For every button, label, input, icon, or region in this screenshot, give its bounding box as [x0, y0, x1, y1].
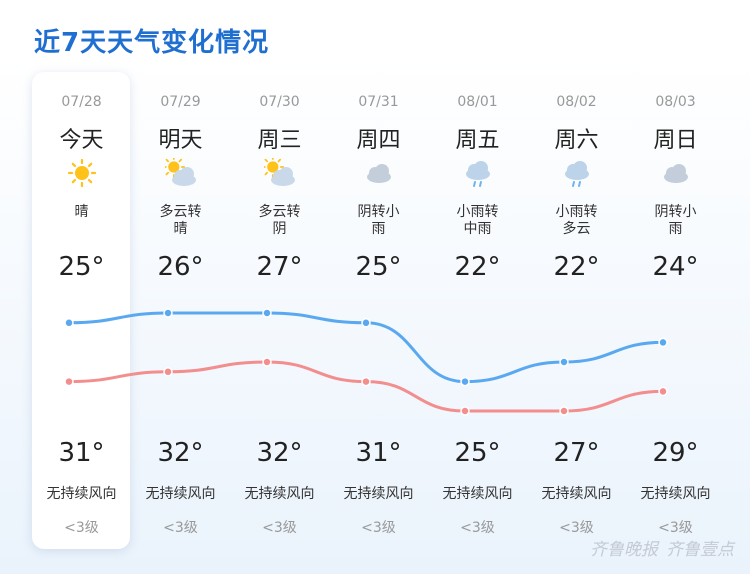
weather-description: 小雨转 中雨 [442, 204, 513, 238]
temp-high: 27° [256, 252, 303, 282]
day-column: 07/28 今天晴 25° 31° 无持续风向 <3级 [32, 72, 131, 549]
day-column: 07/31 周四阴转小雨 25° 31° 无持续风向 <3级 [329, 72, 428, 549]
day-name: 周五 [455, 128, 500, 153]
weather-description-line: 雨 [668, 221, 683, 237]
weather-description: 小雨转 多云 [541, 204, 612, 238]
day-date: 08/02 [556, 94, 597, 110]
partly-cloudy-icon [263, 158, 295, 186]
wind-level: <3级 [64, 520, 99, 536]
day-date: 08/03 [655, 94, 696, 110]
cloud-icon [663, 164, 688, 183]
wind-direction: 无持续风向 [541, 486, 612, 502]
wind-direction: 无持续风向 [442, 486, 513, 502]
day-date: 07/31 [358, 94, 399, 110]
data-point [658, 337, 668, 348]
wind-level: <3级 [559, 520, 594, 536]
weather-description-line: 阴转小 [654, 204, 697, 220]
temp-high: 22° [454, 252, 501, 282]
weather-description-line: 多云 [562, 221, 591, 237]
today-card-highlight [32, 72, 130, 549]
temp-low: 25° [454, 438, 501, 468]
day-column: 08/02 周六小雨转 多云 22° 27° 无持续风向 <3级 [527, 72, 626, 549]
wind-direction: 无持续风向 [46, 486, 117, 502]
day-name: 周日 [653, 128, 698, 153]
temp-high: 22° [553, 252, 600, 282]
day-name: 周四 [356, 128, 401, 153]
weather-description-line: 多云转 [258, 204, 301, 220]
weather-description-line: 小雨转 [456, 204, 499, 220]
day-name: 周六 [554, 128, 599, 153]
day-column: 07/29 明天多云转晴 26° 32° 无持续风向 <3级 [131, 72, 230, 549]
temp-low: 31° [58, 438, 105, 468]
wind-direction: 无持续风向 [343, 486, 414, 502]
temp-low: 29° [652, 438, 699, 468]
data-point [64, 376, 74, 387]
weather-description-line: 多云转 [159, 204, 202, 220]
weather-description: 晴 [46, 204, 117, 221]
data-point [361, 376, 371, 387]
data-point [460, 376, 470, 387]
data-point [262, 308, 272, 318]
data-point [658, 386, 668, 397]
day-date: 07/30 [259, 94, 300, 110]
temp-low: 32° [157, 438, 204, 468]
weather-description-line: 阴 [272, 221, 287, 237]
weather-description: 多云转晴 [145, 204, 216, 238]
temp-high: 25° [58, 252, 105, 282]
light-rain-icon [465, 161, 490, 187]
sun-icon [67, 158, 96, 188]
page-title: 近7天天气变化情况 [34, 28, 270, 58]
wind-direction: 无持续风向 [244, 486, 315, 502]
cloud-icon [366, 164, 391, 183]
data-point [163, 308, 173, 318]
weather-description-line: 小雨转 [555, 204, 598, 220]
day-date: 07/29 [160, 94, 201, 110]
temp-high: 26° [157, 252, 204, 282]
watermark-right: 齐鲁壹点 [666, 540, 734, 560]
wind-direction: 无持续风向 [145, 486, 216, 502]
day-column: 08/01 周五小雨转 中雨 22° 25° 无持续风向 <3级 [428, 72, 527, 549]
series-line-upper [67, 360, 665, 413]
day-name: 明天 [158, 128, 203, 153]
temp-low: 31° [355, 438, 402, 468]
temp-low: 27° [553, 438, 600, 468]
day-column: 08/03 周日阴转小雨 24° 29° 无持续风向 <3级 [626, 72, 725, 549]
weather-description: 多云转阴 [244, 204, 315, 238]
wind-level: <3级 [163, 520, 198, 536]
light-rain-icon [564, 161, 589, 187]
temp-high: 24° [652, 252, 699, 282]
weather-description: 阴转小雨 [640, 204, 711, 238]
wind-level: <3级 [460, 520, 495, 536]
day-name: 今天 [59, 128, 104, 153]
data-point [460, 406, 470, 416]
weather-description-line: 晴 [74, 204, 89, 220]
wind-direction: 无持续风向 [640, 486, 711, 502]
data-point [559, 406, 569, 416]
wind-level: <3级 [361, 520, 396, 536]
data-point [64, 318, 74, 328]
watermark-left: 齐鲁晚报 [590, 540, 658, 560]
weather-description: 阴转小雨 [343, 204, 414, 238]
weather-description-line: 雨 [371, 221, 386, 237]
partly-cloudy-icon [164, 158, 196, 186]
weather-description-line: 中雨 [463, 221, 492, 237]
data-point [361, 318, 371, 328]
temp-high: 25° [355, 252, 402, 282]
data-point [262, 357, 272, 367]
temp-low: 32° [256, 438, 303, 468]
data-point [559, 357, 569, 367]
wind-level: <3级 [658, 520, 693, 536]
weather-description-line: 阴转小 [357, 204, 400, 220]
wind-level: <3级 [262, 520, 297, 536]
watermark: 齐鲁晚报 齐鲁壹点 [590, 535, 734, 560]
weather-description-line: 晴 [173, 221, 188, 237]
day-name: 周三 [257, 128, 302, 153]
day-date: 07/28 [61, 94, 102, 110]
data-point [163, 367, 173, 377]
day-date: 08/01 [457, 94, 498, 110]
day-column: 07/30 周三多云转阴 27° 32° 无持续风向 <3级 [230, 72, 329, 549]
